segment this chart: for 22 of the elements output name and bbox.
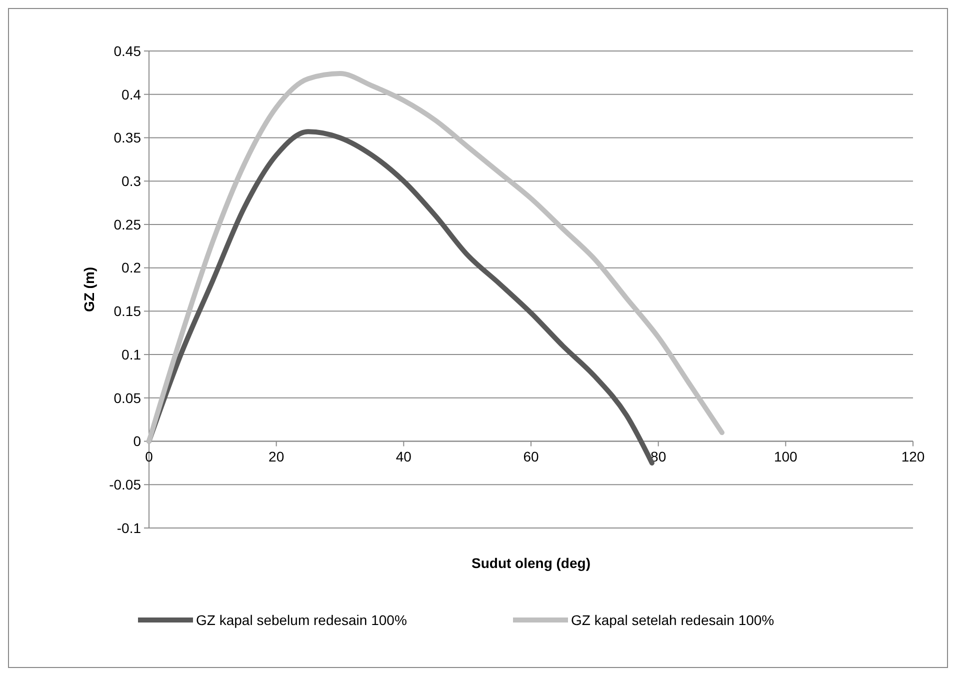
y-tick-label: 0.45 [114,42,142,59]
x-tick-label: 60 [523,448,539,464]
legend-label: GZ kapal setelah redesain 100% [571,612,774,628]
x-tick-label: 120 [901,448,925,464]
y-tick-label: 0.25 [114,216,142,232]
x-tick-label: 40 [396,448,412,464]
y-tick-label: 0.15 [114,303,142,320]
y-tick-label: 0.2 [122,260,142,276]
x-tick-label: 100 [774,448,798,464]
x-tick-label: 0 [145,448,154,464]
x-tick-label: 20 [268,448,284,464]
x-axis-title: Sudut oleng (deg) [472,555,590,571]
y-tick-label: 0.05 [114,390,142,406]
y-tick-label: 0.4 [122,86,142,102]
y-tick-label: 0.35 [114,130,142,146]
y-axis-title: GZ (m) [81,266,97,312]
y-tick-label: 0.1 [122,346,142,362]
y-tick-label: 0 [133,433,142,450]
legend-label: GZ kapal sebelum redesain 100% [196,612,407,628]
y-tick-label: -0.05 [109,476,142,493]
y-tick-label: 0.3 [122,172,142,189]
y-tick-label: -0.1 [116,520,142,536]
